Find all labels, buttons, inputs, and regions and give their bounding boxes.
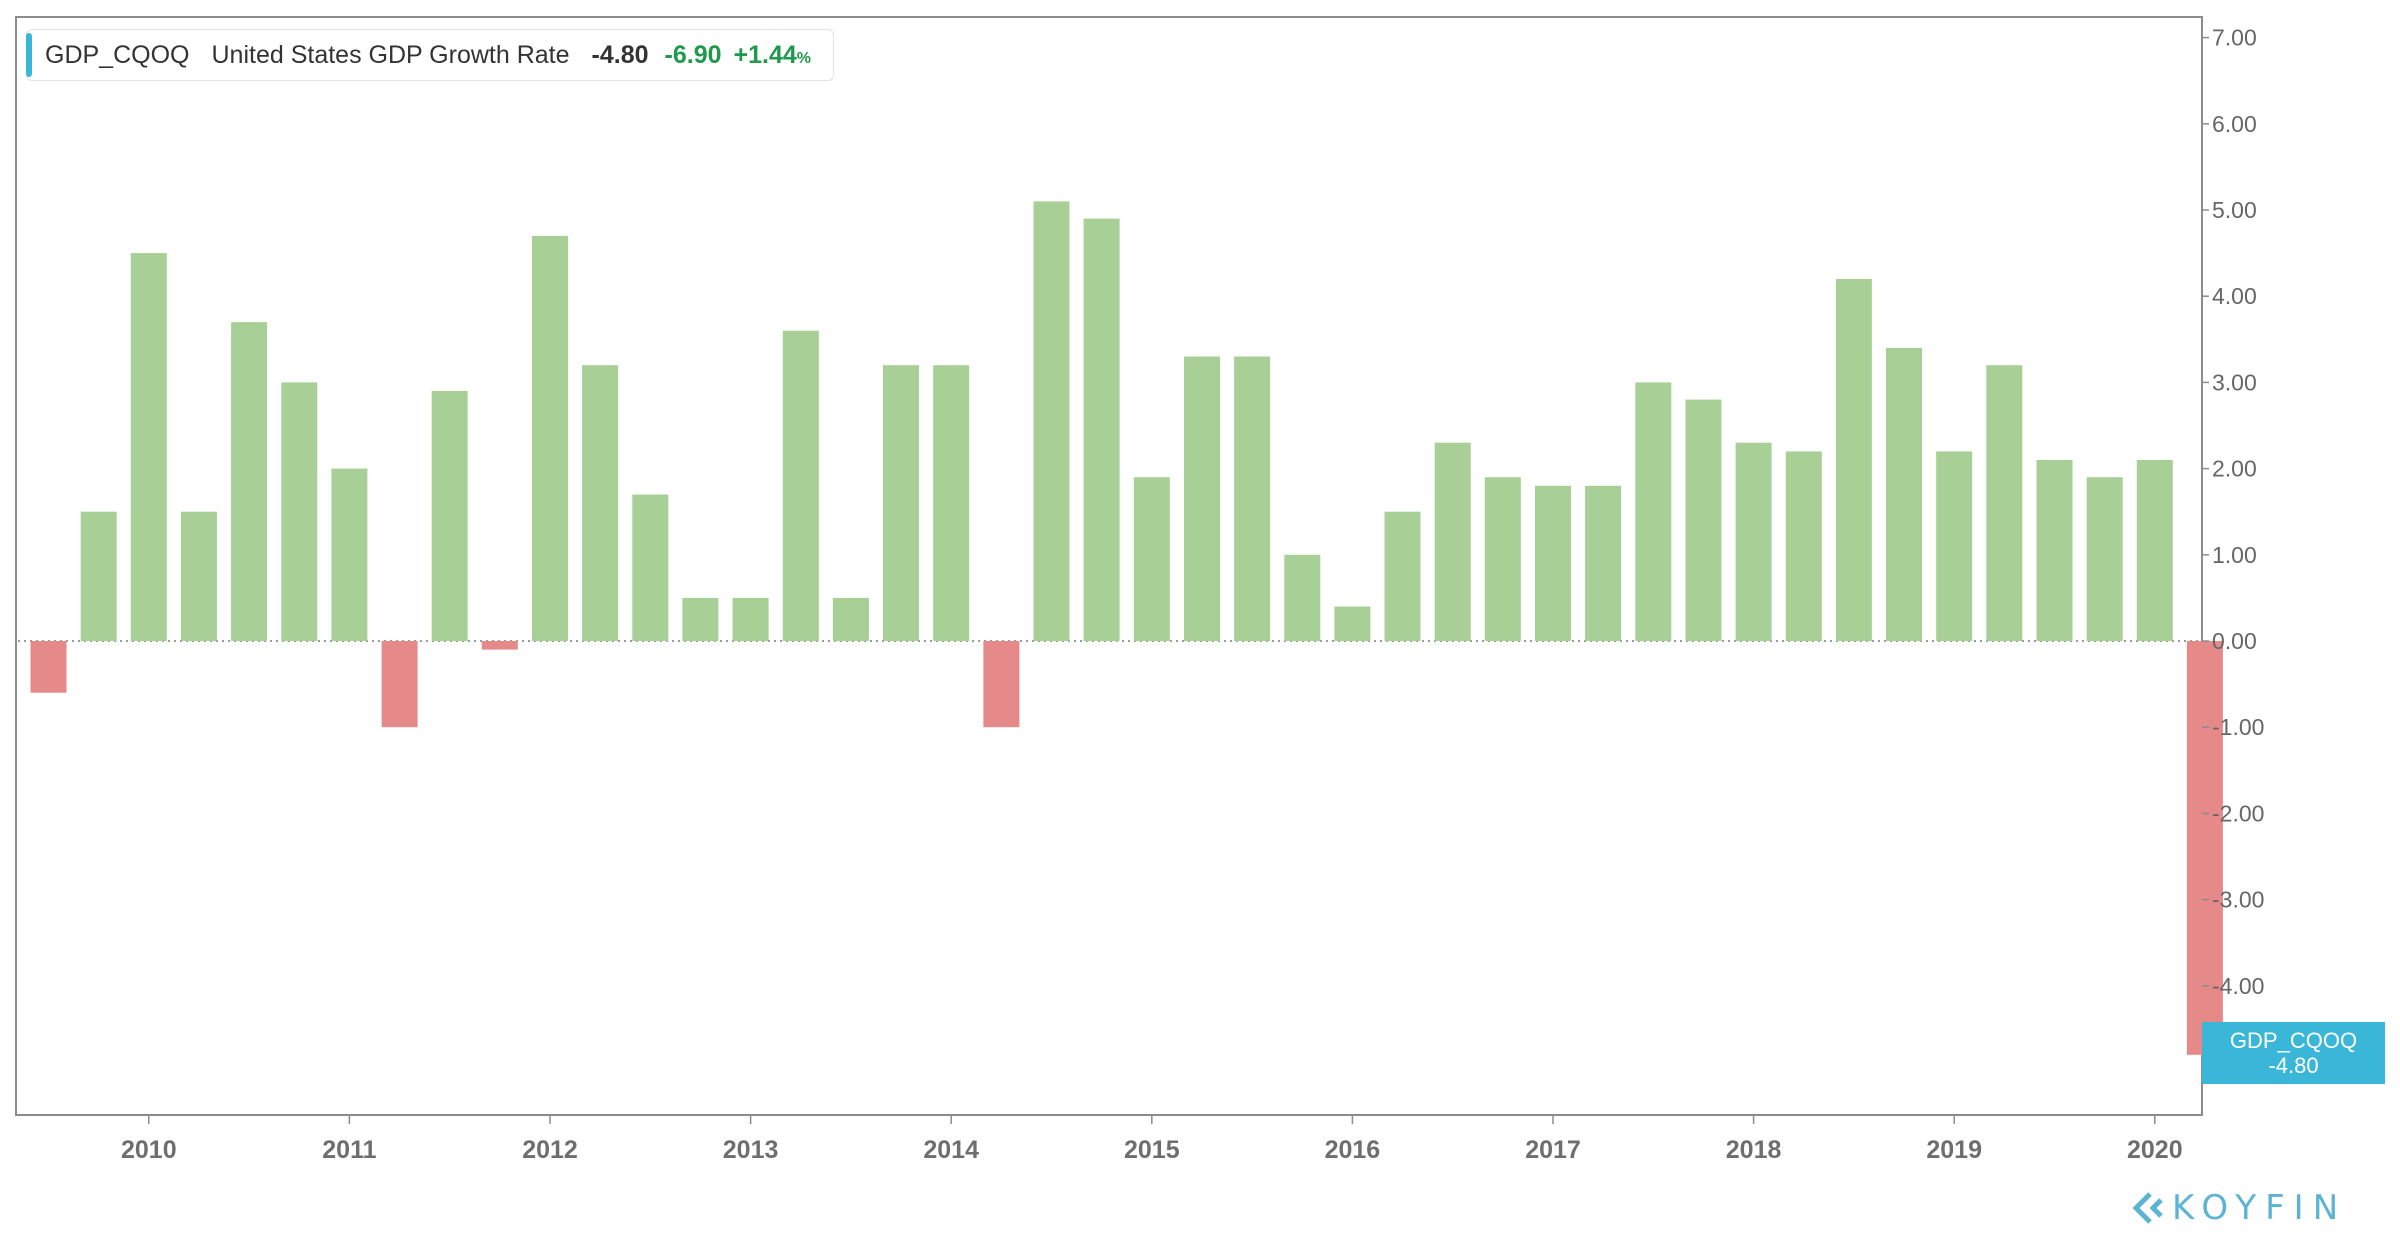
bar-29 (1484, 477, 1521, 641)
bar-10 (532, 235, 568, 641)
last-value-badge: GDP_CQOQ -4.80 (2202, 1022, 2385, 1084)
bar-2 (130, 253, 167, 641)
bar-4 (231, 322, 268, 641)
bar-16 (832, 597, 869, 641)
y-tick-label-11: -4.00 (2212, 973, 2264, 999)
y-tick-label-4: 3.00 (2212, 369, 2257, 395)
legend-change-percent: +1.44% (734, 41, 812, 70)
legend-percent-sign: % (796, 49, 811, 67)
x-tick-label-2011: 2011 (322, 1136, 376, 1164)
y-tick-label-9: -2.00 (2212, 800, 2264, 826)
bar-37 (1886, 347, 1922, 641)
bar-32 (1635, 382, 1672, 641)
bar-24 (1234, 356, 1271, 641)
brand-name: KOYFIN (2172, 1188, 2348, 1228)
bar-3 (180, 511, 217, 641)
bar-42 (2136, 460, 2173, 641)
bar-27 (1384, 511, 1421, 641)
legend-change-percent-value: +1.44 (733, 40, 797, 69)
x-tick-label-2016: 2016 (1325, 1136, 1381, 1164)
y-tick-label-2: 5.00 (2212, 197, 2257, 223)
bar-36 (1835, 279, 1872, 641)
plot-area-border (15, 16, 2203, 1116)
bar-34 (1735, 442, 1772, 641)
bar-19 (983, 641, 1020, 728)
bar-12 (632, 494, 669, 641)
x-tick-label-2015: 2015 (1124, 1136, 1180, 1164)
bar-7 (381, 641, 418, 728)
x-tick-label-2012: 2012 (522, 1136, 578, 1164)
bar-23 (1184, 356, 1220, 641)
x-tick-label-2014: 2014 (923, 1136, 979, 1164)
x-tick-label-2010: 2010 (121, 1136, 177, 1164)
legend-series-name: United States GDP Growth Rate (211, 40, 570, 69)
y-tick-label-8: -1.00 (2212, 714, 2264, 740)
series-legend: GDP_CQOQ United States GDP Growth Rate -… (26, 29, 834, 81)
bar-14 (732, 597, 769, 641)
bar-6 (331, 468, 368, 641)
koyfin-logo-icon (2132, 1192, 2163, 1224)
y-tick-label-1: 6.00 (2212, 111, 2257, 137)
bar-18 (933, 365, 970, 641)
bar-1 (80, 511, 117, 641)
bar-26 (1334, 606, 1371, 641)
y-tick-label-7: 0.00 (2212, 628, 2257, 654)
bar-35 (1785, 451, 1822, 641)
bar-5 (281, 382, 318, 641)
x-tick-label-2017: 2017 (1525, 1136, 1581, 1164)
bar-22 (1133, 477, 1170, 641)
bar-31 (1585, 485, 1622, 641)
bar-40 (2036, 460, 2073, 641)
badge-value: -4.80 (2268, 1053, 2319, 1078)
bar-0 (30, 641, 67, 693)
legend-change: -6.90 (664, 40, 722, 69)
x-tick-label-2018: 2018 (1726, 1136, 1782, 1164)
y-tick-label-0: 7.00 (2212, 25, 2257, 51)
bar-9 (481, 641, 518, 650)
bar-39 (1986, 365, 2023, 641)
bar-13 (682, 597, 719, 641)
bar-17 (883, 365, 919, 641)
x-tick-label-2019: 2019 (1926, 1136, 1982, 1164)
x-tick-label-2013: 2013 (723, 1136, 779, 1164)
bars-group (30, 201, 2223, 1055)
bar-11 (582, 365, 619, 641)
brand-logo: KOYFIN (2130, 1188, 2347, 1228)
bar-25 (1284, 554, 1321, 641)
bar-41 (2086, 477, 2123, 641)
bar-15 (782, 330, 819, 641)
bar-8 (431, 391, 468, 641)
legend-ticker: GDP_CQOQ (45, 40, 190, 69)
bar-33 (1685, 399, 1722, 641)
bar-28 (1434, 442, 1471, 641)
bar-21 (1083, 218, 1120, 641)
x-tick-label-2020: 2020 (2127, 1136, 2183, 1164)
y-tick-label-5: 2.00 (2212, 456, 2257, 482)
y-tick-label-3: 4.00 (2212, 283, 2257, 309)
y-tick-label-10: -3.00 (2212, 887, 2264, 913)
legend-last-value: -4.80 (591, 40, 649, 69)
bar-38 (1936, 451, 1973, 641)
y-tick-label-6: 1.00 (2212, 542, 2257, 568)
bar-30 (1535, 485, 1571, 641)
badge-ticker: GDP_CQOQ (2229, 1028, 2358, 1053)
x-axis: 2010 2011 2012 2013 2014 2015 2016 2017 2018 2019… (121, 1115, 2183, 1164)
bar-20 (1033, 201, 1070, 641)
y-axis: 7.00 6.00 5.00 4.00 3.00 2.00 1.00 0.00 -1.00 -2.… (2202, 25, 2264, 1085)
